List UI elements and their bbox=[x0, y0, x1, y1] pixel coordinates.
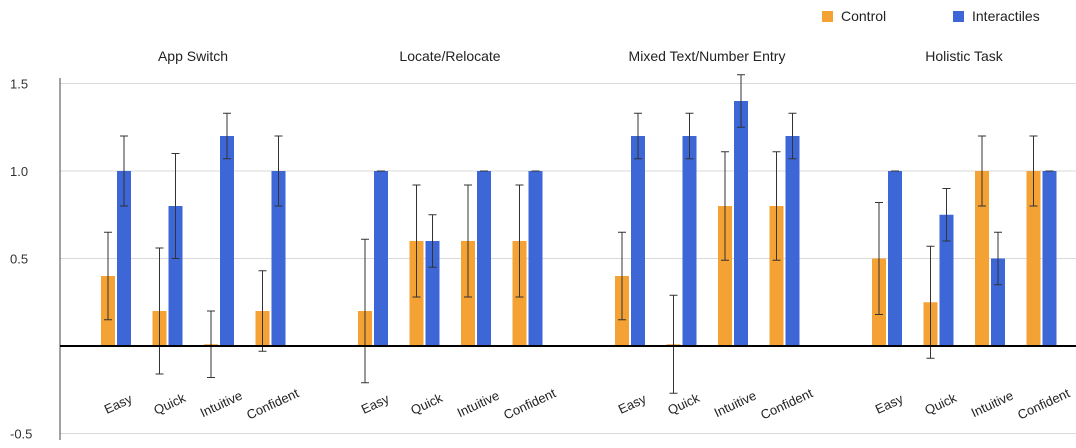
bar-interactiles bbox=[220, 136, 234, 346]
panel-title: Mixed Text/Number Entry bbox=[629, 48, 786, 64]
x-tick-label: Intuitive bbox=[712, 388, 759, 421]
panel-title: Locate/Relocate bbox=[399, 48, 500, 64]
bar-interactiles bbox=[939, 214, 954, 346]
bar-interactiles bbox=[528, 171, 543, 346]
x-tick-label: Quick bbox=[408, 390, 445, 418]
legend-swatch-control bbox=[822, 10, 833, 22]
bar-interactiles bbox=[734, 101, 748, 346]
x-tick-label: Confident bbox=[244, 385, 301, 422]
x-tick-label: Confident bbox=[1015, 385, 1072, 422]
x-tick-label: Easy bbox=[102, 391, 135, 417]
bar-interactiles bbox=[888, 171, 902, 346]
bar-interactiles bbox=[785, 136, 800, 346]
x-tick-label: Quick bbox=[922, 390, 959, 418]
x-tick-label: Easy bbox=[359, 391, 392, 417]
x-tick-label: Confident bbox=[501, 385, 558, 422]
y-tick-label: 0.5 bbox=[10, 252, 28, 267]
y-tick-label: 1.0 bbox=[10, 164, 28, 179]
panel-title: Holistic Task bbox=[925, 48, 1004, 64]
x-tick-label: Quick bbox=[665, 390, 702, 418]
legend-swatch-interactiles bbox=[953, 10, 964, 22]
bar-interactiles bbox=[117, 171, 131, 346]
bar-interactiles bbox=[271, 171, 286, 346]
y-tick-label: -0.5 bbox=[10, 427, 32, 442]
x-tick-label: Quick bbox=[151, 390, 188, 418]
bar-control bbox=[975, 171, 989, 346]
x-tick-label: Intuitive bbox=[969, 388, 1016, 421]
legend-control: Control bbox=[822, 8, 886, 24]
x-tick-label: Intuitive bbox=[198, 388, 245, 421]
bar-interactiles bbox=[168, 206, 183, 346]
bar-interactiles bbox=[1042, 171, 1057, 346]
legend-label-control: Control bbox=[841, 8, 887, 24]
bar-interactiles bbox=[477, 171, 491, 346]
bar-interactiles bbox=[374, 171, 388, 346]
y-tick-label: 1.5 bbox=[10, 77, 28, 92]
legend-interactiles: Interactiles bbox=[953, 8, 1040, 24]
bar-interactiles bbox=[991, 258, 1005, 346]
x-tick-label: Easy bbox=[873, 391, 906, 417]
x-tick-label: Confident bbox=[758, 385, 815, 422]
panel-title: App Switch bbox=[158, 48, 228, 64]
bar-interactiles bbox=[682, 136, 697, 346]
bar-control bbox=[1026, 171, 1041, 346]
bar-interactiles bbox=[631, 136, 645, 346]
x-tick-label: Intuitive bbox=[455, 388, 502, 421]
bar-control bbox=[718, 206, 732, 346]
x-tick-label: Easy bbox=[616, 391, 649, 417]
legend-label-interactiles: Interactiles bbox=[972, 8, 1040, 24]
bar-control bbox=[769, 206, 784, 346]
